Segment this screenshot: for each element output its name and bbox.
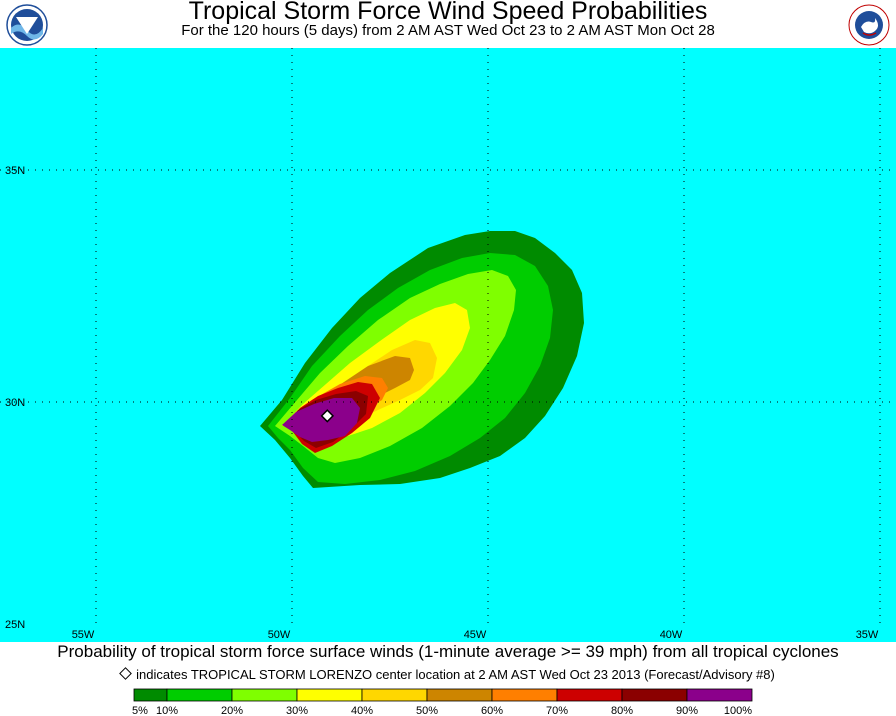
probability-color-scale: 5% 10% 20% 30% 40% 50% 60% 70% 80% 90% 100% xyxy=(132,688,753,716)
scale-swatch-7 xyxy=(491,688,558,702)
lon-label-55w: 55W xyxy=(72,629,95,641)
scale-label: 40% xyxy=(351,705,373,716)
contour-90-100-percent xyxy=(282,398,360,442)
lat-label-25n: 25N xyxy=(5,619,25,631)
lat-label-35n: 35N xyxy=(5,165,25,177)
storm-center-legend: indicates TROPICAL STORM LORENZO center … xyxy=(0,667,896,683)
scale-swatch-3 xyxy=(231,688,298,702)
map-caption: Probability of tropical storm force surf… xyxy=(57,642,839,661)
storm-center-marker xyxy=(320,409,335,423)
scale-swatch-5 xyxy=(361,688,428,702)
scale-swatch-8 xyxy=(556,688,623,702)
noaa-logo-icon xyxy=(6,4,48,46)
scale-swatch-6 xyxy=(426,688,493,702)
scale-swatch-9 xyxy=(621,688,688,702)
storm-center-legend-text: indicates TROPICAL STORM LORENZO center … xyxy=(136,667,775,682)
lon-label-35w: 35W xyxy=(856,629,879,641)
longitude-labels: 55W 50W 45W 40W 35W xyxy=(72,629,879,641)
scale-label: 30% xyxy=(286,705,308,716)
nws-logo-icon xyxy=(848,4,890,46)
graticule xyxy=(0,48,896,628)
probability-map: 35N 30N 25N 55W 50W 45W 40W 35W xyxy=(0,48,896,642)
page-subtitle: For the 120 hours (5 days) from 2 AM AST… xyxy=(181,22,715,39)
scale-swatch-4 xyxy=(296,688,363,702)
latitude-labels: 35N 30N 25N xyxy=(5,165,25,631)
scale-label: 80% xyxy=(611,705,633,716)
lat-label-30n: 30N xyxy=(5,397,25,409)
scale-label: 5% xyxy=(132,705,148,716)
scale-label: 50% xyxy=(416,705,438,716)
scale-swatch-2 xyxy=(166,688,233,702)
scale-swatch-1 xyxy=(133,688,168,702)
lon-label-45w: 45W xyxy=(464,629,487,641)
scale-swatch-10 xyxy=(686,688,753,702)
diamond-icon xyxy=(119,667,133,680)
scale-label: 60% xyxy=(481,705,503,716)
lon-label-50w: 50W xyxy=(268,629,291,641)
page-title: Tropical Storm Force Wind Speed Probabil… xyxy=(188,0,708,25)
scale-label: 100% xyxy=(724,705,752,716)
probability-contours xyxy=(260,231,584,488)
scale-label: 10% xyxy=(156,705,178,716)
scale-label: 90% xyxy=(676,705,698,716)
scale-label: 20% xyxy=(221,705,243,716)
lon-label-40w: 40W xyxy=(660,629,683,641)
scale-label: 70% xyxy=(546,705,568,716)
